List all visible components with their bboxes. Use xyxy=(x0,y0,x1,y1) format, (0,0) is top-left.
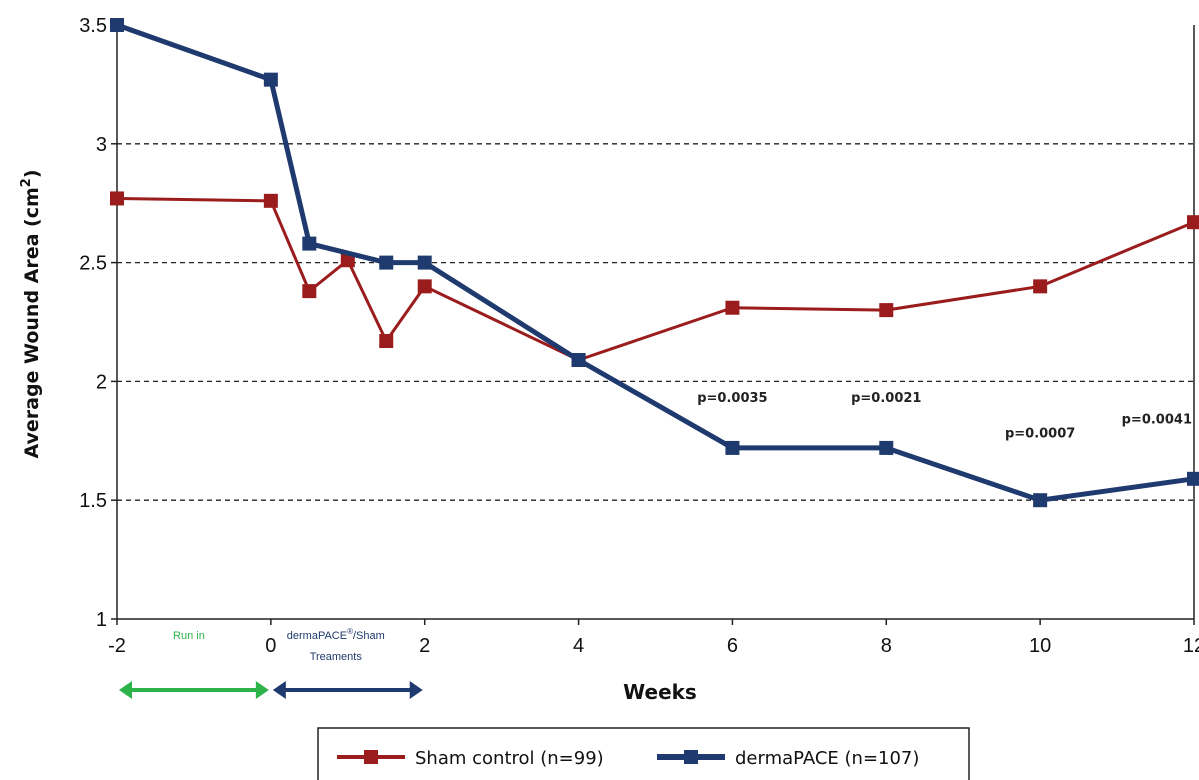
data-point xyxy=(263,193,278,208)
series-sham-control xyxy=(110,191,1199,368)
phase-arrow xyxy=(272,681,423,699)
legend-box xyxy=(317,727,970,780)
annotations: p=0.0035 p=0.0021 p=0.0007 p=0.0041 xyxy=(697,391,1192,442)
data-point xyxy=(725,440,740,455)
p-value-annotation: p=0.0041 xyxy=(1122,412,1192,427)
p-value-annotation: p=0.0007 xyxy=(1005,427,1075,442)
series-dermapace xyxy=(110,18,1199,508)
data-point xyxy=(1033,279,1048,294)
series-group xyxy=(110,18,1199,508)
data-point xyxy=(879,303,894,318)
x-tick-labels: -2 0 2 4 6 8 10 12 xyxy=(108,619,1199,657)
data-point xyxy=(263,72,278,87)
legend-item: dermaPACE (n=107) xyxy=(657,748,919,769)
legend-item: Sham control (n=99) xyxy=(337,748,604,769)
legend-label: Sham control (n=99) xyxy=(415,748,604,769)
series-line xyxy=(116,196,1195,362)
y-tick-label: 1.5 xyxy=(79,490,107,512)
y-tick-label: 2 xyxy=(96,371,107,393)
data-point xyxy=(302,284,317,299)
phase-label-treatment: dermaPACE®/Sham xyxy=(287,627,385,642)
x-tick-label: 10 xyxy=(1029,635,1051,657)
data-point xyxy=(1033,493,1048,508)
phase-arrow-head xyxy=(272,681,286,699)
y-axis-label: Average Wound Area (cm2) xyxy=(19,169,43,458)
axes xyxy=(116,25,1195,620)
phase-markers: Run in dermaPACE®/Sham Treaments xyxy=(119,627,423,699)
x-axis-label: Weeks xyxy=(623,680,697,704)
data-point xyxy=(302,236,317,251)
x-tick-label: 0 xyxy=(265,635,276,657)
data-point xyxy=(417,255,432,270)
data-point xyxy=(725,300,740,315)
legend-swatch-marker xyxy=(364,750,378,764)
data-point xyxy=(379,255,394,270)
y-tick-label: 3.5 xyxy=(79,15,107,37)
x-tick-label: 4 xyxy=(573,635,584,657)
data-point xyxy=(417,279,432,294)
y-tick-label: 2.5 xyxy=(79,253,107,275)
x-tick-label: 6 xyxy=(727,635,738,657)
data-point xyxy=(340,253,355,268)
data-point xyxy=(879,440,894,455)
data-point xyxy=(110,191,124,206)
phase-label-run-in: Run in xyxy=(173,630,205,642)
phase-arrow-head xyxy=(119,681,132,699)
y-tick-labels: 1 1.5 2 2.5 3 3.5 xyxy=(79,15,117,631)
y-tick-label: 3 xyxy=(96,134,107,156)
phase-arrow-head xyxy=(409,681,423,699)
legend-swatch-marker xyxy=(684,750,698,764)
series-line xyxy=(116,22,1195,503)
x-tick-label: -2 xyxy=(108,635,126,657)
y-tick-label: 1 xyxy=(96,609,107,631)
data-point xyxy=(110,18,124,32)
grid-lines xyxy=(117,143,1194,501)
x-tick-label: 2 xyxy=(419,635,430,657)
p-value-annotation: p=0.0021 xyxy=(851,391,921,406)
p-value-annotation: p=0.0035 xyxy=(697,391,767,406)
x-tick-label: 8 xyxy=(881,635,892,657)
data-point xyxy=(1187,471,1199,486)
data-point xyxy=(379,334,394,349)
legend: Sham control (n=99) dermaPACE (n=107) xyxy=(317,727,970,780)
x-tick-label: 12 xyxy=(1183,635,1199,657)
phase-arrow-head xyxy=(255,681,269,699)
phase-label-treatment-line2: Treaments xyxy=(310,651,363,663)
data-point xyxy=(1187,215,1199,230)
phase-arrow xyxy=(119,681,269,699)
data-point xyxy=(571,353,586,368)
legend-label: dermaPACE (n=107) xyxy=(735,748,919,769)
